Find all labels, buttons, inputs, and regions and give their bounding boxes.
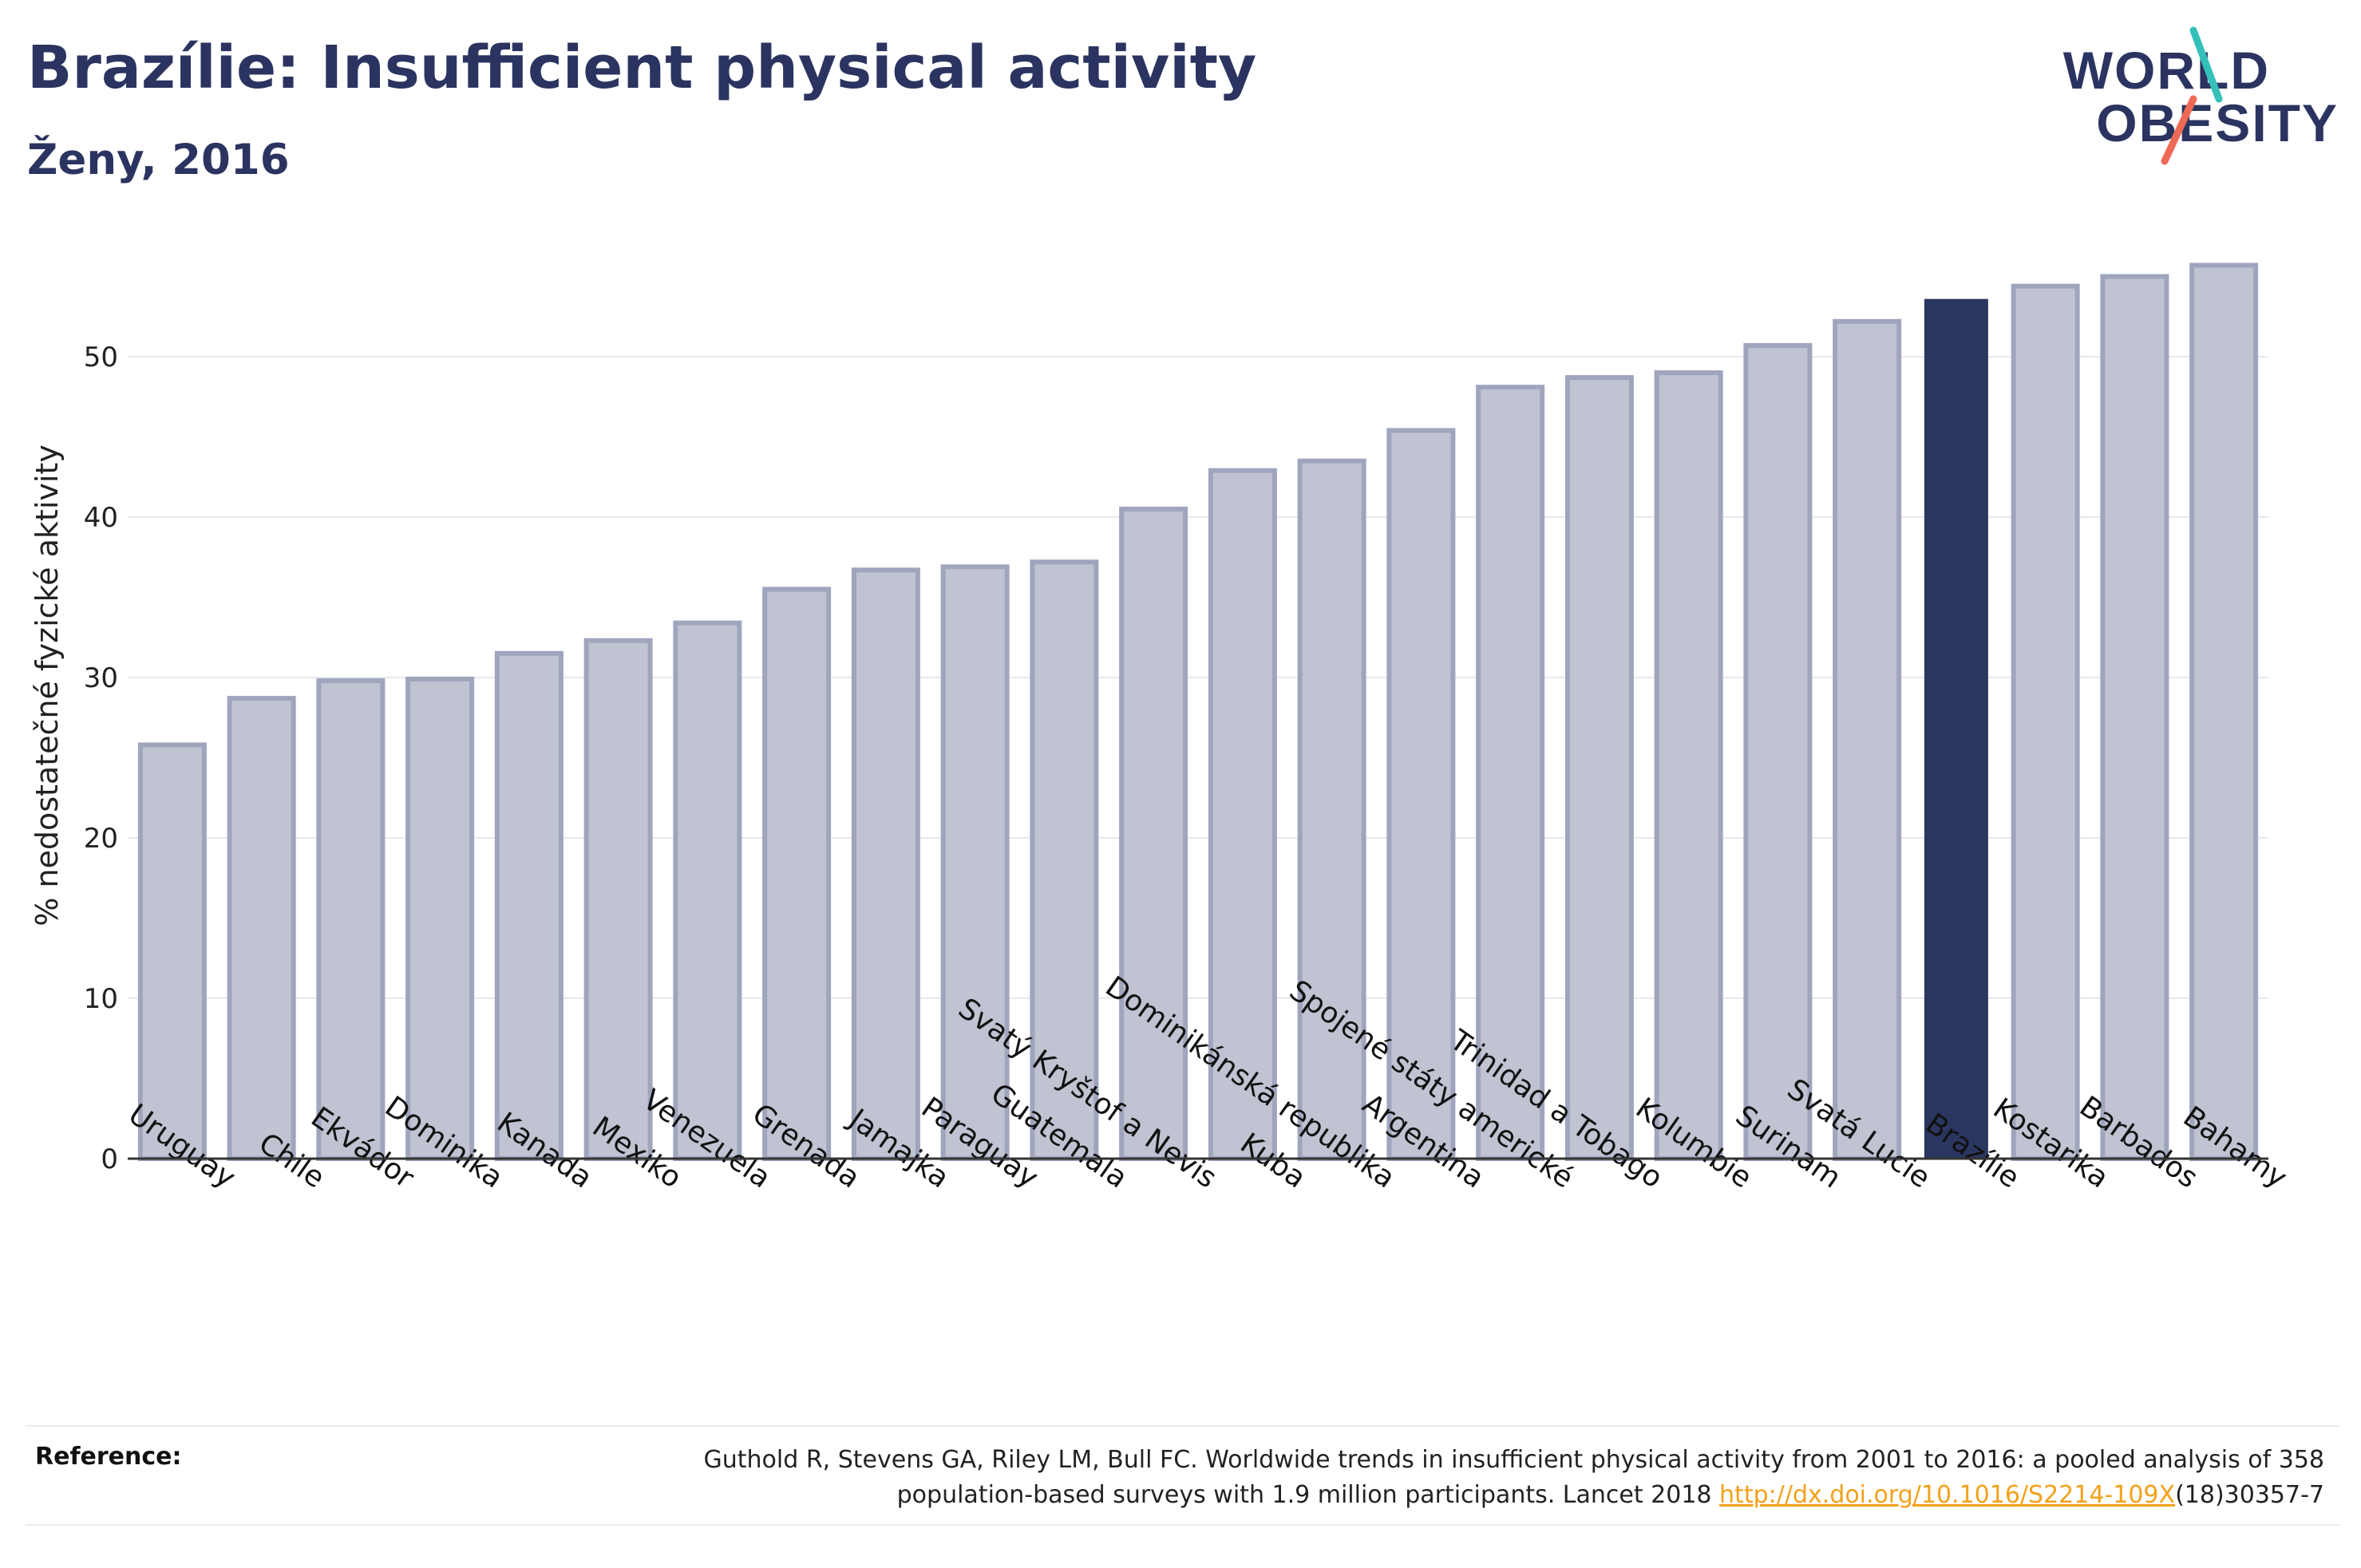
logo-slash-icon xyxy=(2161,26,2223,165)
bar xyxy=(1833,318,1902,1161)
y-axis-label: % nedostatečné fyzické aktivity xyxy=(30,444,65,926)
y-tick-label: 40 xyxy=(84,502,118,534)
y-tick-label: 30 xyxy=(84,662,118,694)
bar xyxy=(1119,506,1188,1161)
y-tick-label: 0 xyxy=(101,1143,118,1175)
reference-label: Reference: xyxy=(35,1443,182,1471)
bar xyxy=(1654,370,1723,1162)
reference-divider-top xyxy=(26,1425,2340,1427)
y-tick-label: 20 xyxy=(84,823,118,855)
reference-line-2: population-based surveys with 1.9 millio… xyxy=(409,1478,2324,1513)
bar xyxy=(762,587,832,1161)
reference-divider-bottom xyxy=(26,1524,2340,1526)
bar xyxy=(2011,283,2080,1161)
bar-highlighted xyxy=(1924,298,1988,1159)
bar xyxy=(137,742,207,1161)
logo-word-world: WORLD xyxy=(2062,41,2270,100)
bar xyxy=(316,678,386,1161)
bar xyxy=(1476,385,1545,1161)
bar xyxy=(1208,468,1277,1161)
reference-text: Guthold R, Stevens GA, Riley LM, Bull FC… xyxy=(409,1443,2324,1513)
reference-line-1: Guthold R, Stevens GA, Riley LM, Bull FC… xyxy=(703,1446,2324,1474)
chart-subtitle: Ženy, 2016 xyxy=(27,136,290,184)
bar xyxy=(1030,559,1099,1161)
bar xyxy=(227,696,296,1161)
chart-title: Brazílie: Insufficient physical activity xyxy=(27,34,1257,102)
y-tick-label: 10 xyxy=(84,983,118,1015)
bar xyxy=(405,677,475,1161)
bar xyxy=(940,564,1010,1161)
reference-line-2-suffix: (18)30357-7 xyxy=(2175,1481,2324,1509)
bar xyxy=(2189,263,2259,1161)
bar xyxy=(1743,342,1813,1161)
bar xyxy=(1564,375,1634,1161)
bar xyxy=(494,650,564,1161)
reference-doi-link[interactable]: http://dx.doi.org/10.1016/S2214-109X xyxy=(1719,1481,2176,1509)
bar xyxy=(583,638,653,1161)
bar xyxy=(1297,458,1366,1161)
bar xyxy=(673,620,742,1161)
world-obesity-logo: WORLD OBESITY xyxy=(2063,24,2347,168)
reference-line-2-prefix: population-based surveys with 1.9 millio… xyxy=(896,1481,1720,1509)
bar xyxy=(1386,428,1456,1161)
bar xyxy=(2100,274,2169,1161)
logo-word-obesity: OBESITY xyxy=(2096,93,2339,152)
bar xyxy=(851,567,920,1161)
bar-chart: 0 10 20 30 40 50 % nedostatečné fyzické aktivi… xyxy=(30,263,2292,1195)
y-tick-label: 50 xyxy=(84,342,118,373)
